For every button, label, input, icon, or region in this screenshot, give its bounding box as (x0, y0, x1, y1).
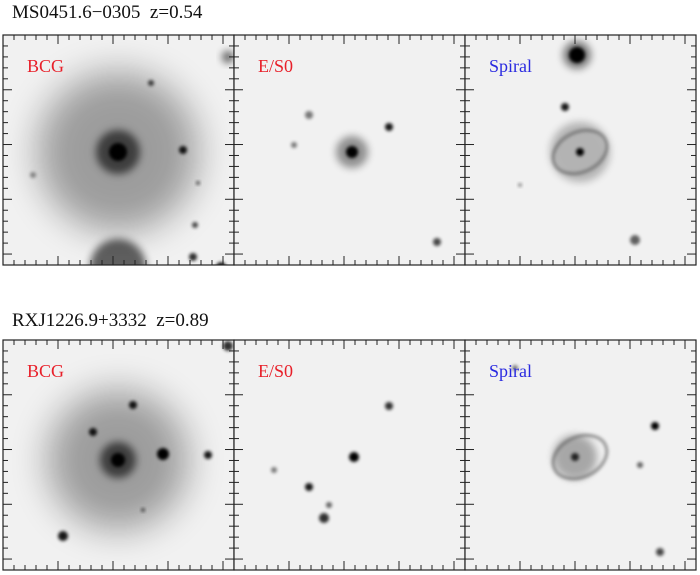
source (651, 422, 659, 430)
source (222, 51, 234, 63)
sources (48, 341, 233, 541)
spiral-arm (551, 433, 609, 481)
source (109, 143, 127, 161)
source (204, 451, 212, 459)
row-title: RXJ1226.9+3332 z=0.89 (12, 310, 209, 331)
source (385, 123, 393, 131)
panel-label: Spiral (489, 361, 532, 381)
sources (291, 111, 441, 246)
image-panel: Spiral (464, 34, 697, 266)
sources (271, 402, 393, 523)
image-panel: Spiral (464, 339, 697, 571)
source (569, 47, 585, 63)
source (326, 502, 332, 508)
source (346, 146, 358, 158)
source (223, 341, 233, 351)
panel-label: BCG (27, 56, 64, 76)
source (189, 253, 197, 261)
image-panel: BCG (2, 34, 235, 266)
source (433, 238, 441, 246)
source (576, 148, 584, 156)
source (518, 183, 522, 187)
source (291, 142, 297, 148)
image-panel: E/S0 (233, 34, 466, 266)
source (179, 146, 187, 154)
panel-label: E/S0 (258, 56, 293, 76)
source (637, 462, 643, 468)
source (148, 80, 154, 86)
panel-frame (464, 34, 697, 266)
source (216, 262, 226, 265)
source (571, 453, 579, 461)
panel-frame (464, 339, 697, 571)
source (630, 235, 640, 245)
source (561, 103, 569, 111)
source (271, 467, 277, 473)
source (349, 452, 359, 462)
sources (518, 41, 640, 245)
source (385, 402, 393, 410)
sources (30, 51, 234, 265)
panel-label: Spiral (489, 56, 532, 76)
sources (512, 365, 664, 556)
image-panel: BCG (2, 339, 235, 571)
row-title: MS0451.6−0305 z=0.54 (12, 2, 203, 23)
source (30, 172, 36, 178)
source (656, 548, 664, 556)
source (319, 513, 329, 523)
source (58, 531, 68, 541)
source (305, 111, 313, 119)
source (305, 483, 313, 491)
source (141, 508, 145, 512)
source (512, 365, 518, 371)
source (89, 428, 97, 436)
source (196, 181, 200, 185)
spiral-arm (551, 128, 609, 176)
panel-label: BCG (27, 361, 64, 381)
source (192, 222, 198, 228)
source (157, 448, 169, 460)
panel-label: E/S0 (258, 361, 293, 381)
image-panel: E/S0 (233, 339, 466, 571)
source (129, 401, 137, 409)
source (111, 453, 125, 467)
source (90, 239, 146, 265)
